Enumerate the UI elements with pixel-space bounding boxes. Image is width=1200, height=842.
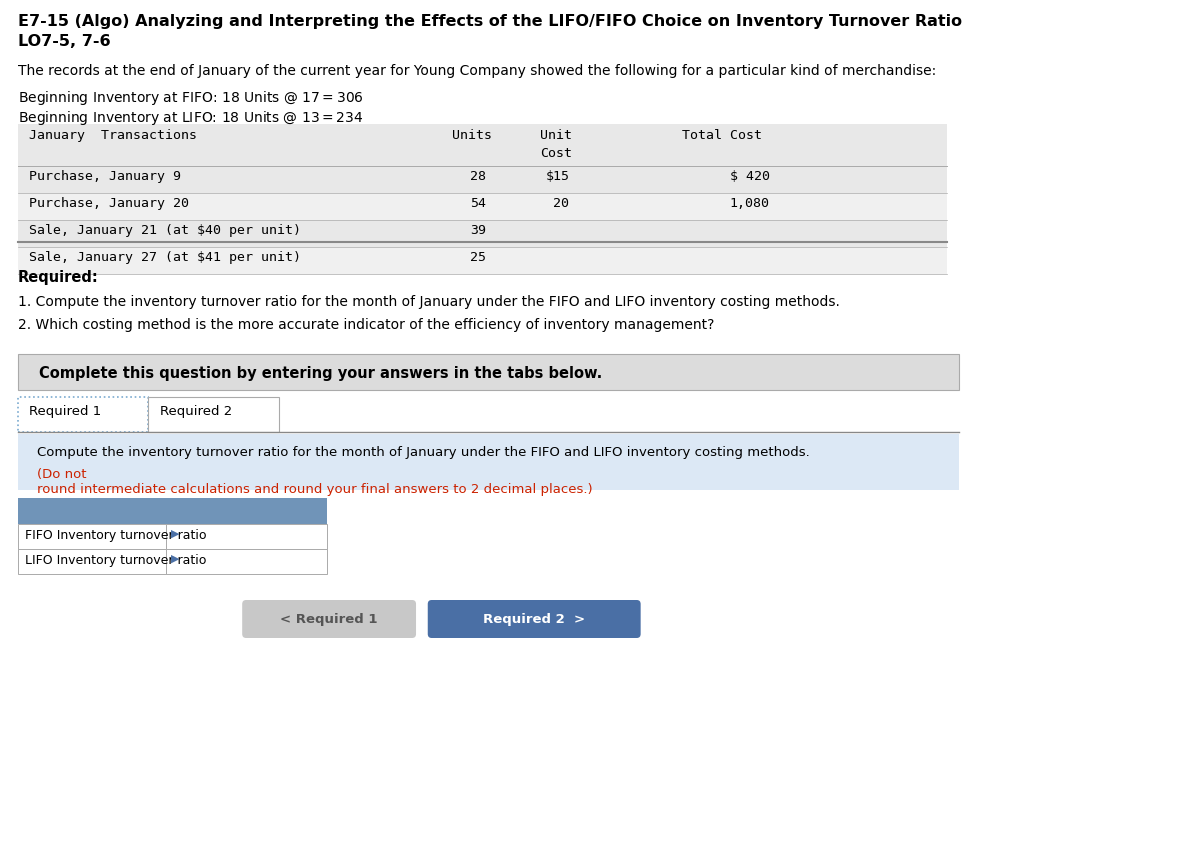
Text: 39: 39 <box>470 224 486 237</box>
Text: Complete this question by entering your answers in the tabs below.: Complete this question by entering your … <box>40 366 602 381</box>
Text: Units: Units <box>452 129 492 142</box>
FancyBboxPatch shape <box>18 434 959 490</box>
Text: 28: 28 <box>470 170 486 183</box>
Text: Total Cost: Total Cost <box>682 129 762 142</box>
Text: 25: 25 <box>470 251 486 264</box>
FancyBboxPatch shape <box>149 397 280 432</box>
Text: ▶: ▶ <box>170 554 180 564</box>
Text: 1,080: 1,080 <box>730 197 769 210</box>
Text: E7-15 (Algo) Analyzing and Interpreting the Effects of the LIFO/FIFO Choice on I: E7-15 (Algo) Analyzing and Interpreting … <box>18 14 961 29</box>
FancyBboxPatch shape <box>166 498 328 524</box>
Text: 20: 20 <box>553 197 569 210</box>
Text: (Do not
round intermediate calculations and round your final answers to 2 decima: (Do not round intermediate calculations … <box>37 468 593 496</box>
Text: < Required 1: < Required 1 <box>281 612 378 626</box>
Text: Required 2: Required 2 <box>160 405 233 418</box>
Text: Purchase, January 20: Purchase, January 20 <box>29 197 190 210</box>
Text: $ 420: $ 420 <box>730 170 769 183</box>
Text: 54: 54 <box>470 197 486 210</box>
Text: FIFO Inventory turnover ratio: FIFO Inventory turnover ratio <box>25 529 206 542</box>
Text: Sale, January 21 (at $40 per unit): Sale, January 21 (at $40 per unit) <box>29 224 301 237</box>
Text: Beginning Inventory at FIFO: 18 Units @ $17 = $306: Beginning Inventory at FIFO: 18 Units @ … <box>18 89 364 107</box>
Text: $15: $15 <box>545 170 569 183</box>
Text: Unit: Unit <box>540 129 572 142</box>
Text: The records at the end of January of the current year for Young Company showed t: The records at the end of January of the… <box>18 64 936 78</box>
FancyBboxPatch shape <box>18 193 947 220</box>
Text: Beginning Inventory at LIFO: 18 Units @ $13 = $234: Beginning Inventory at LIFO: 18 Units @ … <box>18 109 364 127</box>
Text: Required 1: Required 1 <box>29 405 102 418</box>
FancyBboxPatch shape <box>18 549 166 574</box>
FancyBboxPatch shape <box>18 354 959 390</box>
Text: Cost: Cost <box>540 147 572 160</box>
Text: 1. Compute the inventory turnover ratio for the month of January under the FIFO : 1. Compute the inventory turnover ratio … <box>18 295 840 309</box>
Text: Sale, January 27 (at $41 per unit): Sale, January 27 (at $41 per unit) <box>29 251 301 264</box>
Text: Required 2  >: Required 2 > <box>484 612 586 626</box>
FancyBboxPatch shape <box>18 220 947 247</box>
Text: Compute the inventory turnover ratio for the month of January under the FIFO and: Compute the inventory turnover ratio for… <box>37 446 810 459</box>
FancyBboxPatch shape <box>166 524 328 549</box>
FancyBboxPatch shape <box>18 524 166 549</box>
FancyBboxPatch shape <box>18 498 166 524</box>
FancyBboxPatch shape <box>18 124 947 254</box>
Text: LIFO Inventory turnover ratio: LIFO Inventory turnover ratio <box>25 554 206 567</box>
Text: Required:: Required: <box>18 270 98 285</box>
FancyBboxPatch shape <box>18 247 947 274</box>
Text: Purchase, January 9: Purchase, January 9 <box>29 170 181 183</box>
FancyBboxPatch shape <box>18 166 947 193</box>
Text: January  Transactions: January Transactions <box>29 129 197 142</box>
Text: LO7-5, 7-6: LO7-5, 7-6 <box>18 34 110 49</box>
FancyBboxPatch shape <box>427 600 641 638</box>
FancyBboxPatch shape <box>18 397 149 432</box>
Text: ▶: ▶ <box>170 529 180 539</box>
FancyBboxPatch shape <box>242 600 416 638</box>
FancyBboxPatch shape <box>166 549 328 574</box>
Text: 2. Which costing method is the more accurate indicator of the efficiency of inve: 2. Which costing method is the more accu… <box>18 318 714 332</box>
